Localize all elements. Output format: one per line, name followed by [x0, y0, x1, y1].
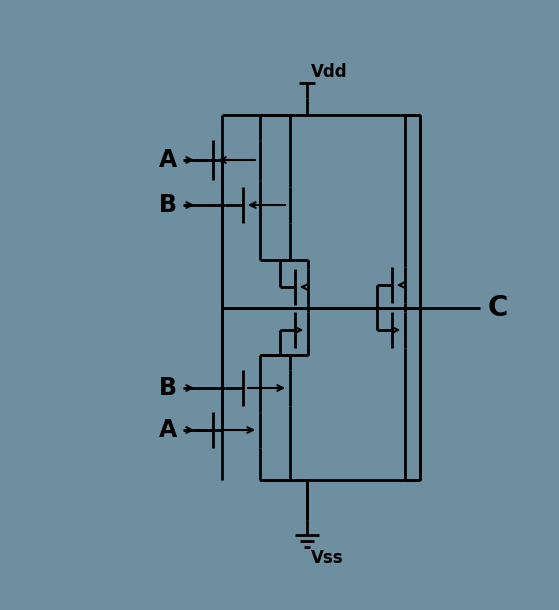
Text: A: A [159, 418, 177, 442]
Text: A: A [159, 148, 177, 172]
Text: C: C [488, 294, 508, 322]
Text: Vss: Vss [311, 549, 344, 567]
Text: B: B [159, 193, 177, 217]
Text: Vdd: Vdd [311, 63, 348, 81]
Text: B: B [159, 376, 177, 400]
